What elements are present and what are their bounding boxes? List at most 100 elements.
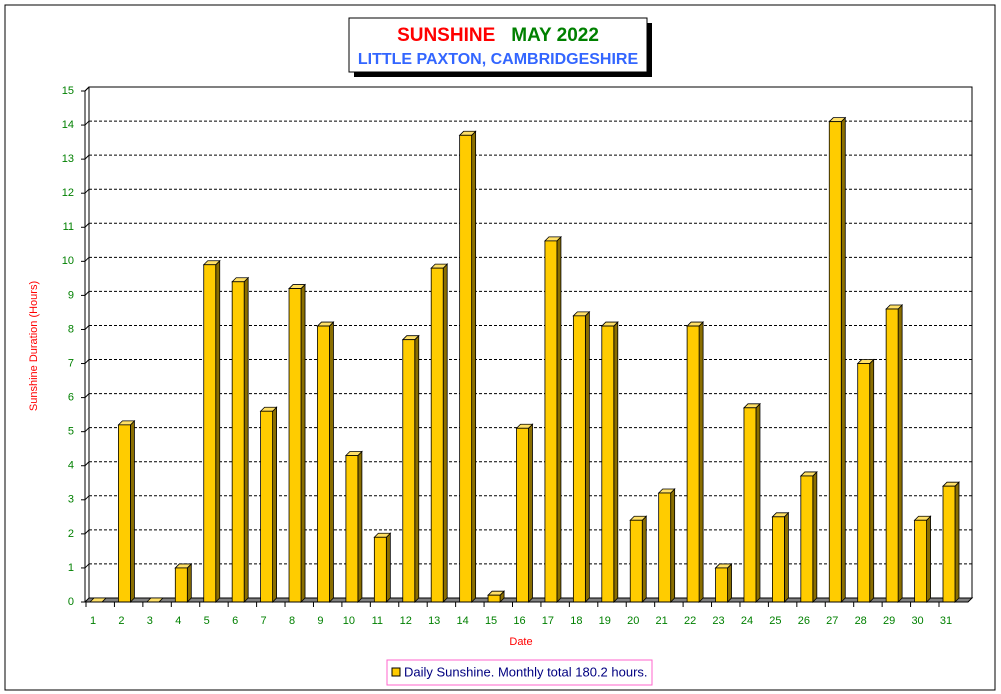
grid-line-depth — [84, 529, 90, 535]
bar — [743, 407, 757, 603]
x-tick-label: 26 — [798, 615, 810, 627]
legend-box — [386, 659, 653, 686]
bar-side — [840, 116, 846, 603]
bar-side — [926, 515, 931, 603]
grid-line-depth — [84, 359, 90, 364]
bar-side — [755, 402, 761, 603]
bar-side — [556, 235, 562, 603]
x-tick-label: 7 — [261, 615, 267, 627]
x-tick-label: 20 — [627, 615, 639, 627]
y-tick-label: 8 — [68, 323, 74, 335]
x-tick-label: 9 — [317, 615, 323, 627]
grid-line-depth — [84, 222, 90, 228]
bar — [544, 240, 558, 603]
grid-line-depth — [84, 563, 90, 569]
bar-side — [215, 259, 221, 603]
y-axis-label: Sunshine Duration (Hours) — [28, 281, 40, 411]
bar-side — [272, 406, 278, 603]
bar — [686, 325, 700, 603]
bar — [260, 410, 274, 603]
bar — [658, 492, 672, 603]
x-tick-label: 3 — [147, 615, 153, 627]
bar — [402, 339, 416, 603]
y-tick-label: 7 — [68, 357, 74, 369]
chart-subtitle: LITTLE PAXTON, CAMBRIDGESHIRE — [358, 51, 639, 68]
bar — [914, 519, 927, 603]
bar — [828, 121, 842, 603]
x-tick-label: 12 — [400, 615, 412, 627]
x-tick-label: 15 — [485, 615, 497, 627]
x-tick-label: 28 — [855, 615, 867, 627]
x-tick-label: 18 — [570, 615, 582, 627]
bar — [601, 325, 615, 603]
y-tick-label: 0 — [68, 596, 74, 608]
bar-side — [641, 515, 647, 603]
x-tick-label: 16 — [513, 615, 525, 627]
x-tick-label: 19 — [599, 615, 611, 627]
y-tick-label: 4 — [68, 460, 74, 472]
bar — [487, 594, 501, 603]
x-tick-label: 27 — [826, 615, 838, 627]
bar-side — [670, 488, 676, 603]
bar — [942, 485, 956, 603]
grid-line-depth — [84, 427, 90, 433]
grid-line-depth — [84, 188, 90, 194]
bar — [772, 516, 785, 603]
bar-side — [727, 562, 732, 603]
bar — [373, 536, 387, 603]
x-tick-label: 4 — [175, 615, 181, 627]
bar-side — [186, 562, 192, 603]
bar-side — [812, 470, 818, 603]
legend-swatch — [391, 667, 401, 677]
x-axis-label: Date — [509, 636, 532, 648]
grid-line-depth — [84, 120, 90, 126]
bar — [317, 325, 330, 603]
y-tick-label: 11 — [63, 221, 74, 233]
x-tick-label: 30 — [911, 615, 923, 627]
bar — [857, 363, 871, 603]
y-tick-label: 14 — [62, 119, 74, 131]
x-tick-label: 22 — [684, 615, 696, 627]
x-tick-label: 25 — [769, 615, 781, 627]
bar — [288, 288, 302, 603]
bar — [231, 281, 245, 603]
bar — [459, 134, 473, 603]
title-part: SUNSHINE — [397, 25, 495, 46]
bar-side — [613, 321, 619, 603]
y-tick-label: 9 — [68, 289, 74, 301]
x-tick-label: 21 — [656, 615, 668, 627]
grid-line-depth — [84, 393, 90, 398]
bar-side — [698, 321, 704, 603]
y-tick-label: 12 — [62, 187, 74, 199]
bar-side — [357, 450, 363, 603]
y-tick-label: 1 — [68, 562, 74, 574]
x-tick-label: 29 — [883, 615, 895, 627]
bar — [345, 455, 359, 603]
grid-line-depth — [84, 461, 90, 467]
bar — [174, 567, 188, 603]
title-box — [348, 17, 648, 73]
y-tick-label: 5 — [68, 426, 74, 438]
x-tick-label: 6 — [232, 615, 238, 627]
bar-side — [130, 419, 135, 603]
grid-line-depth — [84, 291, 90, 296]
bar-side — [442, 263, 448, 603]
x-tick-label: 8 — [289, 615, 295, 627]
bar-side — [300, 283, 306, 603]
bar — [118, 424, 131, 603]
grid-line-depth — [84, 154, 90, 160]
y-tick-label: 15 — [62, 85, 74, 97]
bar-side — [243, 276, 249, 603]
x-tick-label: 31 — [940, 615, 952, 627]
y-tick-label: 2 — [68, 528, 74, 540]
bar-side — [869, 358, 875, 603]
x-tick-label: 23 — [712, 615, 724, 627]
bar-side — [329, 321, 334, 603]
bar-side — [471, 130, 477, 603]
y-tick-label: 13 — [62, 153, 74, 165]
x-tick-label: 1 — [90, 615, 96, 627]
bar — [203, 264, 217, 603]
grid-line-depth — [84, 495, 90, 501]
x-tick-label: 17 — [542, 615, 554, 627]
